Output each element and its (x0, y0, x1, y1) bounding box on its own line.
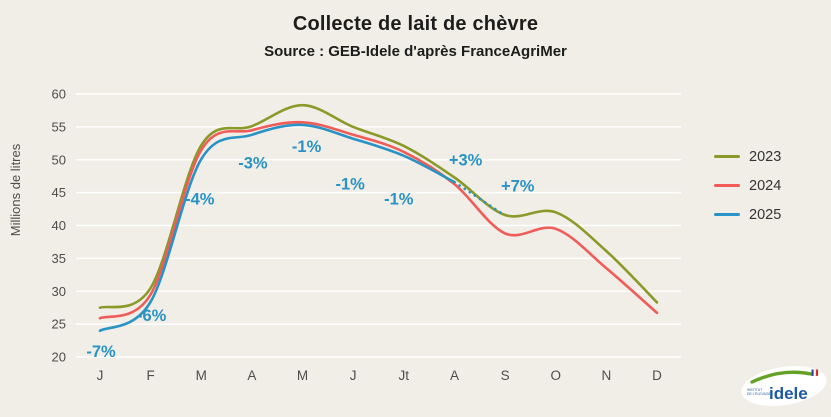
legend: 2023 2024 2025 (714, 142, 781, 229)
annotation-label-3: -3% (238, 155, 268, 173)
y-tick-label-60: 60 (52, 87, 66, 102)
annotation-label-8: +7% (501, 178, 535, 196)
y-tick-label-35: 35 (52, 251, 66, 266)
annotation-label-1: -6% (137, 307, 167, 325)
x-tick-label-7: A (450, 368, 459, 383)
series-line-2024 (98, 120, 659, 320)
y-axis-title: Millions de litres (8, 143, 23, 236)
annotation-label-4: -1% (292, 138, 322, 156)
x-tick-label-2: M (196, 368, 207, 383)
x-tick-label-0: J (97, 368, 104, 383)
french-flag-icon (811, 369, 819, 377)
logo-subtext-line2: DE L'ÉLEVAGE (747, 391, 772, 396)
legend-item-2025: 2025 (714, 200, 781, 229)
x-tick-label-4: M (297, 368, 308, 383)
series-line-2025-forecast (453, 180, 507, 217)
annotation-label-2: -4% (185, 191, 215, 209)
annotation-label-0: -7% (86, 343, 116, 361)
x-tick-label-9: O (550, 368, 561, 383)
x-tick-label-11: D (652, 368, 662, 383)
legend-swatch-2025 (714, 213, 740, 216)
logo-text: idele (769, 384, 808, 403)
legend-label-2024: 2024 (749, 177, 782, 194)
legend-label-2025: 2025 (749, 206, 782, 223)
y-tick-label-30: 30 (52, 284, 66, 299)
x-tick-label-1: F (147, 368, 155, 383)
y-tick-label-50: 50 (52, 152, 66, 167)
legend-label-2023: 2023 (749, 148, 782, 165)
legend-swatch-2024 (714, 184, 740, 187)
series-line-2023 (98, 103, 659, 309)
y-tick-label-55: 55 (52, 119, 66, 134)
x-tick-label-8: S (501, 368, 510, 383)
logo-subtext-line1: INSTITUT (747, 388, 762, 392)
y-tick-label-40: 40 (52, 218, 66, 233)
x-tick-label-5: J (350, 368, 357, 383)
legend-item-2023: 2023 (714, 142, 781, 171)
series-line-2025 (98, 123, 456, 332)
x-tick-label-10: N (601, 368, 611, 383)
annotation-label-6: -1% (384, 191, 414, 209)
y-tick-label-25: 25 (52, 317, 66, 332)
annotation-label-5: -1% (335, 176, 365, 194)
x-tick-label-6: Jt (399, 368, 410, 383)
legend-swatch-2023 (714, 155, 740, 158)
legend-item-2024: 2024 (714, 171, 781, 200)
x-tick-label-3: A (247, 368, 256, 383)
logo-leaf-swoosh-icon (750, 370, 813, 384)
annotation-label-7: +3% (449, 151, 483, 169)
idele-logo: INSTITUT DE L'ÉLEVAGE idele (741, 366, 827, 406)
y-tick-label-45: 45 (52, 185, 66, 200)
y-tick-label-20: 20 (52, 350, 66, 365)
